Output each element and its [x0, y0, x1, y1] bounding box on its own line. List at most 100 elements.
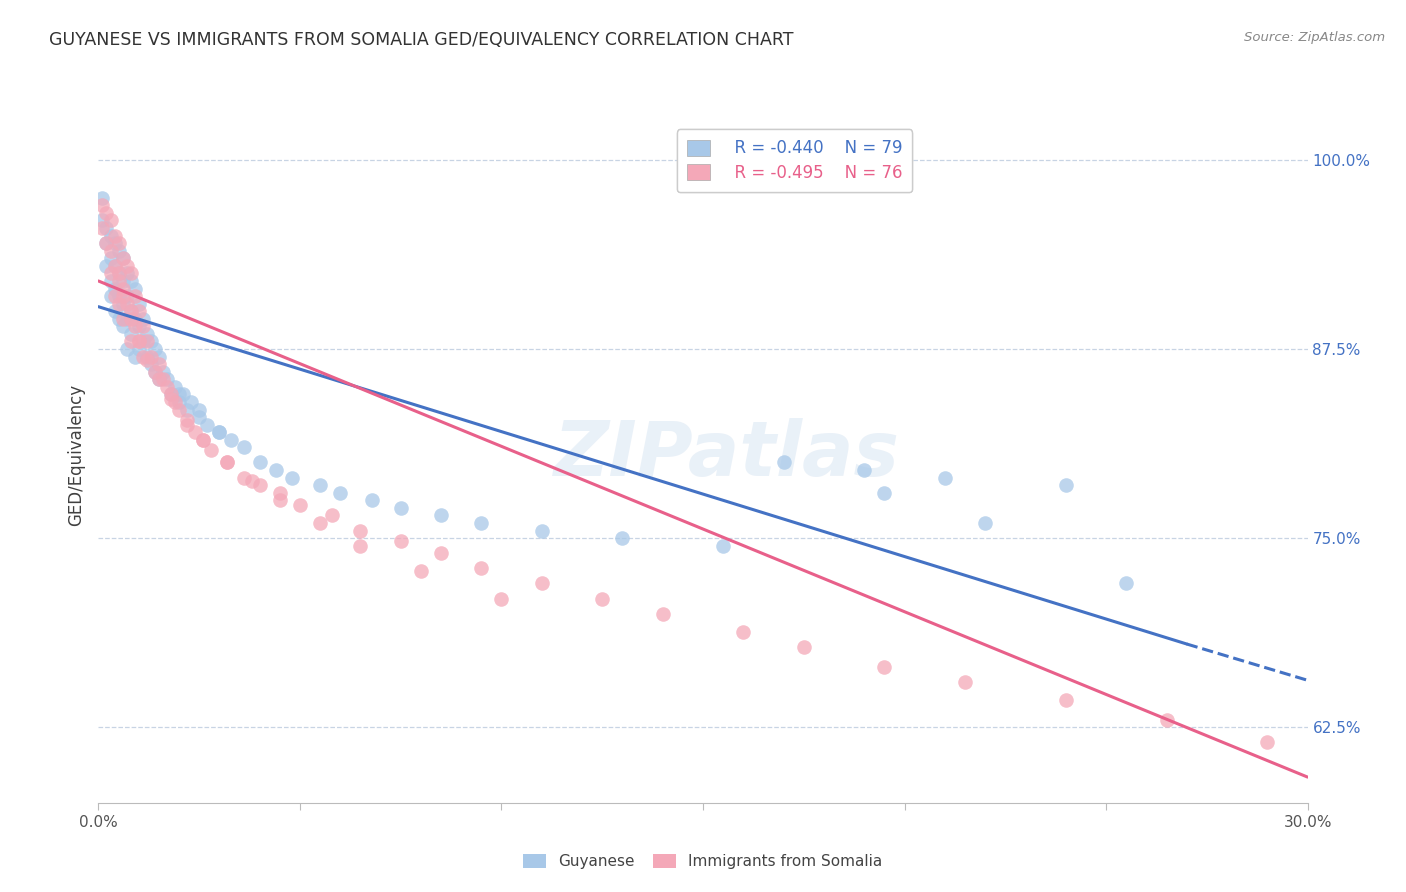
Point	[176, 417, 198, 432]
Point	[530, 576, 553, 591]
Point	[873, 659, 896, 673]
Point	[96, 259, 118, 273]
Point	[269, 493, 291, 508]
Point	[389, 534, 412, 549]
Point	[772, 455, 794, 469]
Point	[651, 607, 673, 621]
Text: GUYANESE VS IMMIGRANTS FROM SOMALIA GED/EQUIVALENCY CORRELATION CHART: GUYANESE VS IMMIGRANTS FROM SOMALIA GED/…	[49, 31, 794, 49]
Point	[91, 191, 114, 205]
Point	[974, 516, 997, 530]
Point	[100, 244, 122, 258]
Point	[160, 387, 183, 401]
Point	[128, 319, 150, 334]
Point	[349, 524, 371, 538]
Point	[321, 508, 343, 523]
Point	[172, 387, 194, 401]
Text: ZIPatlas: ZIPatlas	[554, 418, 900, 491]
Point	[853, 463, 876, 477]
Point	[128, 334, 150, 349]
Point	[100, 267, 122, 281]
Legend: Guyanese, Immigrants from Somalia: Guyanese, Immigrants from Somalia	[517, 847, 889, 875]
Point	[111, 274, 134, 288]
Point	[124, 311, 146, 326]
Point	[135, 326, 157, 341]
Point	[128, 342, 150, 356]
Point	[143, 342, 166, 356]
Point	[115, 267, 138, 281]
Point	[132, 334, 155, 349]
Point	[100, 289, 122, 303]
Point	[139, 357, 162, 371]
Point	[160, 387, 183, 401]
Point	[409, 565, 432, 579]
Point	[249, 455, 271, 469]
Point	[530, 524, 553, 538]
Point	[107, 267, 129, 281]
Point	[152, 372, 174, 386]
Point	[733, 624, 755, 639]
Point	[217, 455, 239, 469]
Point	[156, 380, 179, 394]
Point	[470, 516, 492, 530]
Point	[124, 281, 146, 295]
Point	[208, 425, 231, 440]
Point	[193, 433, 215, 447]
Point	[1156, 713, 1178, 727]
Point	[107, 267, 129, 281]
Point	[111, 289, 134, 303]
Point	[107, 236, 129, 251]
Point	[120, 274, 142, 288]
Point	[249, 478, 271, 492]
Point	[1054, 693, 1077, 707]
Point	[100, 228, 122, 243]
Point	[349, 539, 371, 553]
Point	[111, 319, 134, 334]
Point	[96, 236, 118, 251]
Point	[115, 296, 138, 310]
Point	[470, 561, 492, 575]
Point	[208, 425, 231, 440]
Point	[143, 365, 166, 379]
Point	[873, 485, 896, 500]
Point	[152, 365, 174, 379]
Point	[217, 455, 239, 469]
Point	[124, 289, 146, 303]
Point	[100, 252, 122, 266]
Point	[200, 443, 222, 458]
Point	[91, 221, 114, 235]
Point	[139, 334, 162, 349]
Point	[120, 326, 142, 341]
Point	[103, 304, 125, 318]
Point	[107, 274, 129, 288]
Point	[120, 267, 142, 281]
Point	[124, 350, 146, 364]
Point	[135, 350, 157, 364]
Point	[107, 244, 129, 258]
Point	[115, 342, 138, 356]
Point	[132, 311, 155, 326]
Point	[148, 372, 170, 386]
Point	[107, 311, 129, 326]
Point	[103, 236, 125, 251]
Point	[103, 281, 125, 295]
Point	[591, 591, 613, 606]
Point	[309, 516, 332, 530]
Point	[167, 395, 190, 409]
Point	[100, 213, 122, 227]
Point	[115, 259, 138, 273]
Point	[329, 485, 352, 500]
Point	[163, 395, 186, 409]
Point	[91, 213, 114, 227]
Point	[96, 221, 118, 235]
Point	[160, 392, 183, 406]
Point	[103, 259, 125, 273]
Point	[269, 485, 291, 500]
Point	[103, 289, 125, 303]
Point	[1054, 478, 1077, 492]
Point	[124, 319, 146, 334]
Point	[1115, 576, 1137, 591]
Point	[195, 417, 218, 432]
Point	[120, 304, 142, 318]
Point	[96, 206, 118, 220]
Point	[711, 539, 734, 553]
